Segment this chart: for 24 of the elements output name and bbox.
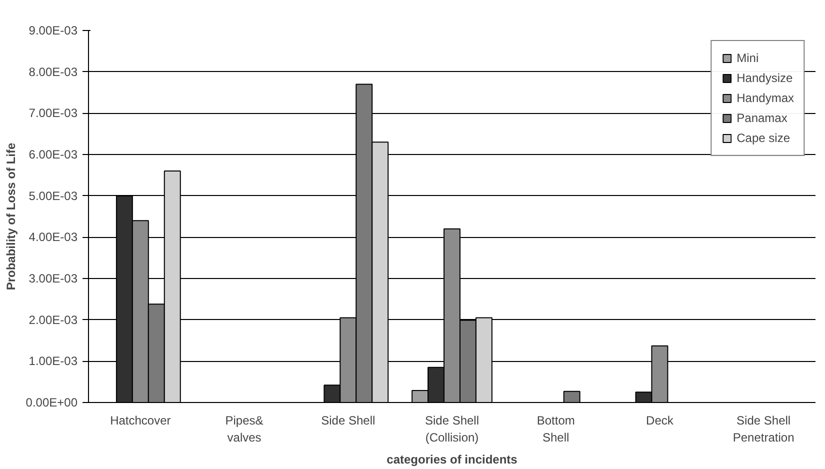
- y-axis-title: Probability of Loss of Life: [4, 142, 18, 290]
- x-tick-label: Side Shell Penetration: [732, 414, 794, 444]
- y-tick-label: 9.00E-03: [28, 24, 78, 38]
- y-tick-label: 3.00E-03: [28, 272, 78, 286]
- x-tick-label: Deck: [646, 414, 674, 428]
- legend-label: Mini: [736, 51, 759, 65]
- legend-label: Handymax: [736, 91, 794, 105]
- legend-label: Panamax: [736, 111, 788, 125]
- x-tick-label: Side Shell: [321, 414, 376, 428]
- y-tick-label: 0.00E+00: [26, 396, 78, 410]
- x-tick-label: Side Shell (Collision): [424, 414, 480, 444]
- y-tick-label: 1.00E-03: [28, 354, 78, 368]
- y-tick-label: 8.00E-03: [28, 64, 78, 79]
- legend-label: Handysize: [736, 71, 793, 85]
- y-tick-label: 5.00E-03: [28, 188, 78, 203]
- x-axis-title: categories of incidents: [386, 452, 518, 466]
- y-tick-label: 7.00E-03: [28, 106, 78, 120]
- x-tick-label: Hatchcover: [110, 414, 171, 428]
- x-tick-label: Pipes& valves: [225, 414, 264, 444]
- y-tick-label: 2.00E-03: [28, 312, 78, 327]
- y-tick-label: 4.00E-03: [28, 230, 78, 244]
- legend-label: Cape size: [736, 131, 790, 145]
- y-tick-label: 6.00E-03: [28, 148, 78, 162]
- x-tick-label: Bottom Shell: [536, 414, 575, 444]
